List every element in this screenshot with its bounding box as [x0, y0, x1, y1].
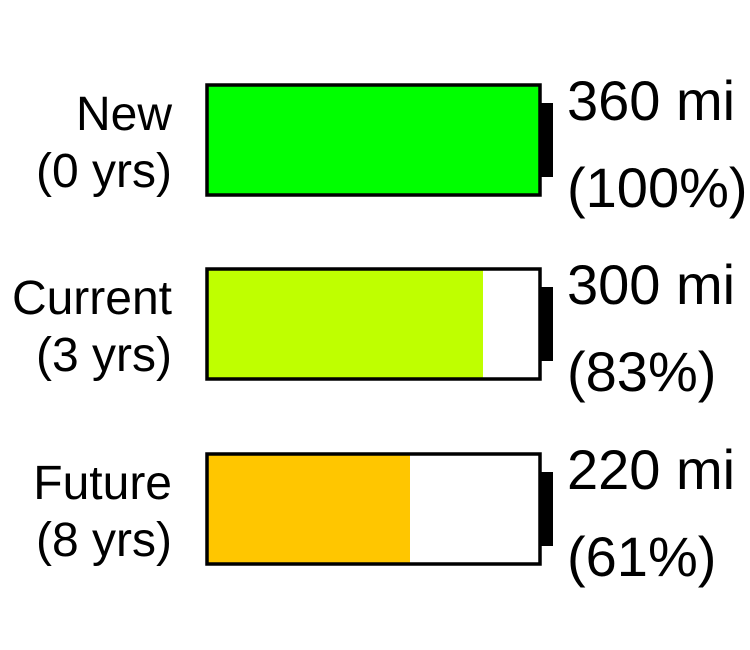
battery-terminal — [540, 287, 553, 361]
battery-fill-bar — [207, 269, 483, 379]
category-label: Future — [33, 457, 172, 510]
battery-fill-bar — [207, 454, 410, 564]
category-label: New — [76, 88, 172, 141]
percent-value-label: (83%) — [567, 340, 716, 403]
battery-fill-bar — [207, 85, 540, 195]
battery-terminal — [540, 103, 553, 177]
range-value-label: 220 mi — [567, 438, 735, 501]
percent-value-label: (61%) — [567, 525, 716, 588]
range-value-label: 300 mi — [567, 253, 735, 316]
battery-row-new: New(0 yrs) 360 mi (100%) — [36, 69, 748, 219]
category-label: Current — [12, 272, 172, 325]
battery-row-future: Future(8 yrs) 220 mi (61%) — [33, 438, 735, 588]
category-age-label: (0 yrs) — [36, 145, 172, 198]
category-age-label: (8 yrs) — [36, 514, 172, 567]
battery-row-current: Current(3 yrs) 300 mi (83%) — [12, 253, 735, 403]
battery-terminal — [540, 472, 553, 546]
percent-value-label: (100%) — [567, 156, 748, 219]
category-age-label: (3 yrs) — [36, 329, 172, 382]
range-value-label: 360 mi — [567, 69, 735, 132]
